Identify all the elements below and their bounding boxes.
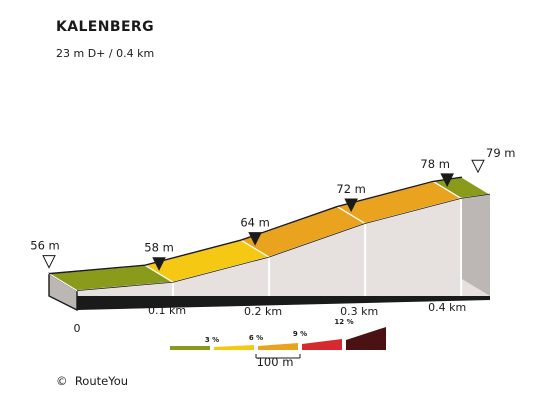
- filled-marker-triangle: [440, 173, 454, 188]
- elevation-label: 78 m: [420, 157, 450, 171]
- legend-grade-swatch: [346, 327, 386, 350]
- filled-marker-triangle: [248, 232, 262, 246]
- copyright-text: RouteYou: [74, 374, 129, 388]
- chart-subtitle: 23 m D+ / 0.4 km: [56, 47, 155, 60]
- legend-grade-swatch: [170, 346, 210, 350]
- legend-grade-swatch: [258, 343, 298, 350]
- open-marker-triangle: [42, 255, 56, 269]
- elevation-label: 79 m: [486, 146, 516, 160]
- legend-grade-label: 12 %: [334, 318, 353, 326]
- open-marker-triangle: [471, 159, 485, 174]
- profile-front-edge: [76, 193, 491, 292]
- x-tick-label: 0.2 km: [244, 305, 282, 318]
- elevation-label: 72 m: [336, 182, 366, 196]
- elevation-label: 58 m: [144, 241, 174, 255]
- filled-marker-triangle: [152, 257, 166, 271]
- legend-grade-label: 6 %: [249, 334, 263, 342]
- elevation-label: 56 m: [30, 239, 60, 253]
- legend-grade-label: 3 %: [205, 336, 219, 344]
- profile-top-outline: [48, 176, 463, 275]
- elevation-label: 64 m: [240, 216, 270, 230]
- legend-grade-swatch: [302, 339, 342, 350]
- copyright-symbol: ©: [56, 374, 68, 388]
- x-tick-label: 0.4 km: [428, 301, 466, 314]
- legend-grade-swatch: [214, 345, 254, 350]
- copyright: © RouteYou: [56, 374, 128, 388]
- profile-base-band: [77, 296, 490, 310]
- x-tick-label: 0.3 km: [340, 305, 378, 318]
- profile-front-wall: [77, 194, 490, 296]
- legend-grade-label: 9 %: [293, 330, 307, 338]
- x-tick-label: 0.1 km: [148, 304, 186, 317]
- filled-marker-triangle: [344, 198, 358, 213]
- x-tick-label: 0: [74, 322, 81, 335]
- chart-title: KALENBERG: [56, 19, 154, 35]
- profile-right-cap: [462, 177, 490, 296]
- scale-bar-label: 100 m: [257, 355, 294, 369]
